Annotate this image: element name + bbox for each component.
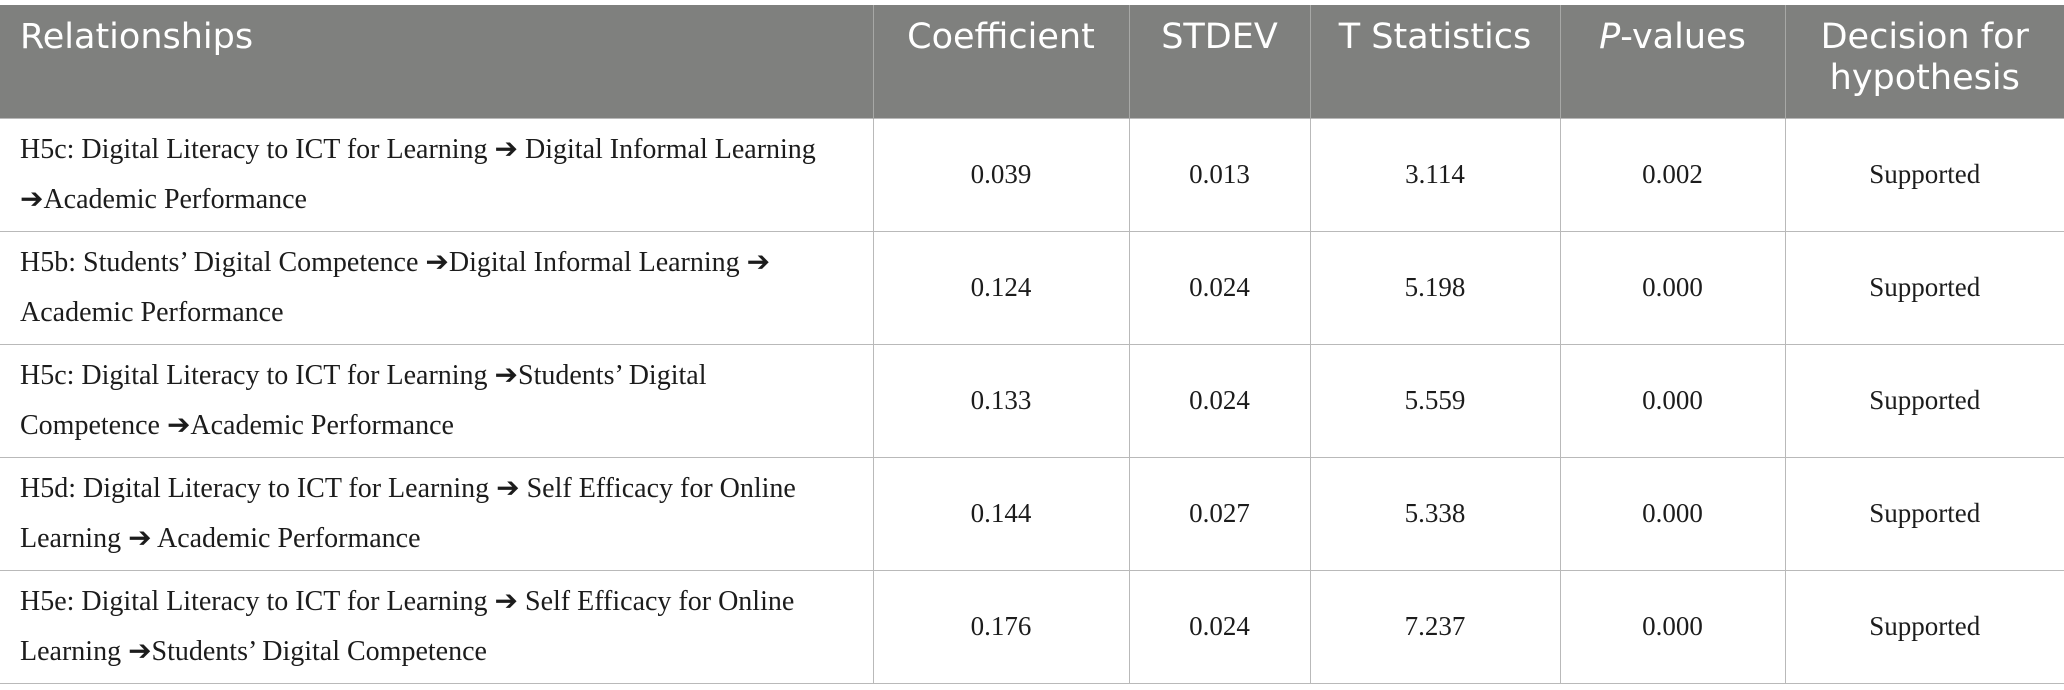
table-body: H5c: Digital Literacy to ICT for Learnin… (0, 117, 2064, 684)
cell-relationship: H5b: Students’ Digital Competence ➔Digit… (0, 230, 874, 345)
cell-stdev: 0.013 (1128, 117, 1311, 232)
cell-relationship: H5c: Digital Literacy to ICT for Learnin… (0, 343, 874, 458)
header-relationships: Relationships (0, 5, 873, 118)
cell-t-statistics: 7.237 (1309, 569, 1561, 684)
cell-relationship: H5e: Digital Literacy to ICT for Learnin… (0, 569, 874, 684)
cell-decision: Supported (1784, 230, 2064, 345)
cell-decision: Supported (1784, 117, 2064, 232)
header-t-statistics: T Statistics (1309, 5, 1560, 118)
cell-coefficient: 0.144 (872, 456, 1130, 571)
cell-decision: Supported (1784, 343, 2064, 458)
cell-coefficient: 0.176 (872, 569, 1130, 684)
cell-stdev: 0.024 (1128, 230, 1311, 345)
cell-stdev: 0.027 (1128, 456, 1311, 571)
table-row: H5b: Students’ Digital Competence ➔Digit… (0, 230, 2064, 345)
header-p-values-italic: P (1599, 17, 1621, 57)
cell-p-value: 0.002 (1559, 117, 1786, 232)
cell-t-statistics: 5.559 (1309, 343, 1561, 458)
results-table: Relationships Coefficient STDEV T Statis… (0, 5, 2064, 684)
header-row: Relationships Coefficient STDEV T Statis… (0, 5, 2064, 118)
cell-relationship: H5d: Digital Literacy to ICT for Learnin… (0, 456, 874, 571)
cell-coefficient: 0.124 (872, 230, 1130, 345)
cell-stdev: 0.024 (1128, 343, 1311, 458)
table-row: H5e: Digital Literacy to ICT for Learnin… (0, 569, 2064, 684)
header-coefficient: Coefficient (872, 5, 1129, 118)
cell-p-value: 0.000 (1559, 569, 1786, 684)
header-stdev: STDEV (1128, 5, 1310, 118)
header-p-values: P-values (1559, 5, 1785, 118)
cell-p-value: 0.000 (1559, 456, 1786, 571)
table-header: Relationships Coefficient STDEV T Statis… (0, 5, 2064, 118)
header-decision: Decision for hypothesis (1784, 5, 2064, 118)
cell-relationship: H5c: Digital Literacy to ICT for Learnin… (0, 117, 874, 232)
table-row: H5d: Digital Literacy to ICT for Learnin… (0, 456, 2064, 571)
table-row: H5c: Digital Literacy to ICT for Learnin… (0, 343, 2064, 458)
cell-stdev: 0.024 (1128, 569, 1311, 684)
cell-t-statistics: 5.198 (1309, 230, 1561, 345)
cell-t-statistics: 5.338 (1309, 456, 1561, 571)
cell-coefficient: 0.133 (872, 343, 1130, 458)
cell-p-value: 0.000 (1559, 230, 1786, 345)
cell-decision: Supported (1784, 569, 2064, 684)
cell-p-value: 0.000 (1559, 343, 1786, 458)
cell-decision: Supported (1784, 456, 2064, 571)
table-row: H5c: Digital Literacy to ICT for Learnin… (0, 117, 2064, 232)
cell-t-statistics: 3.114 (1309, 117, 1561, 232)
header-p-values-rest: -values (1620, 17, 1746, 57)
cell-coefficient: 0.039 (872, 117, 1130, 232)
